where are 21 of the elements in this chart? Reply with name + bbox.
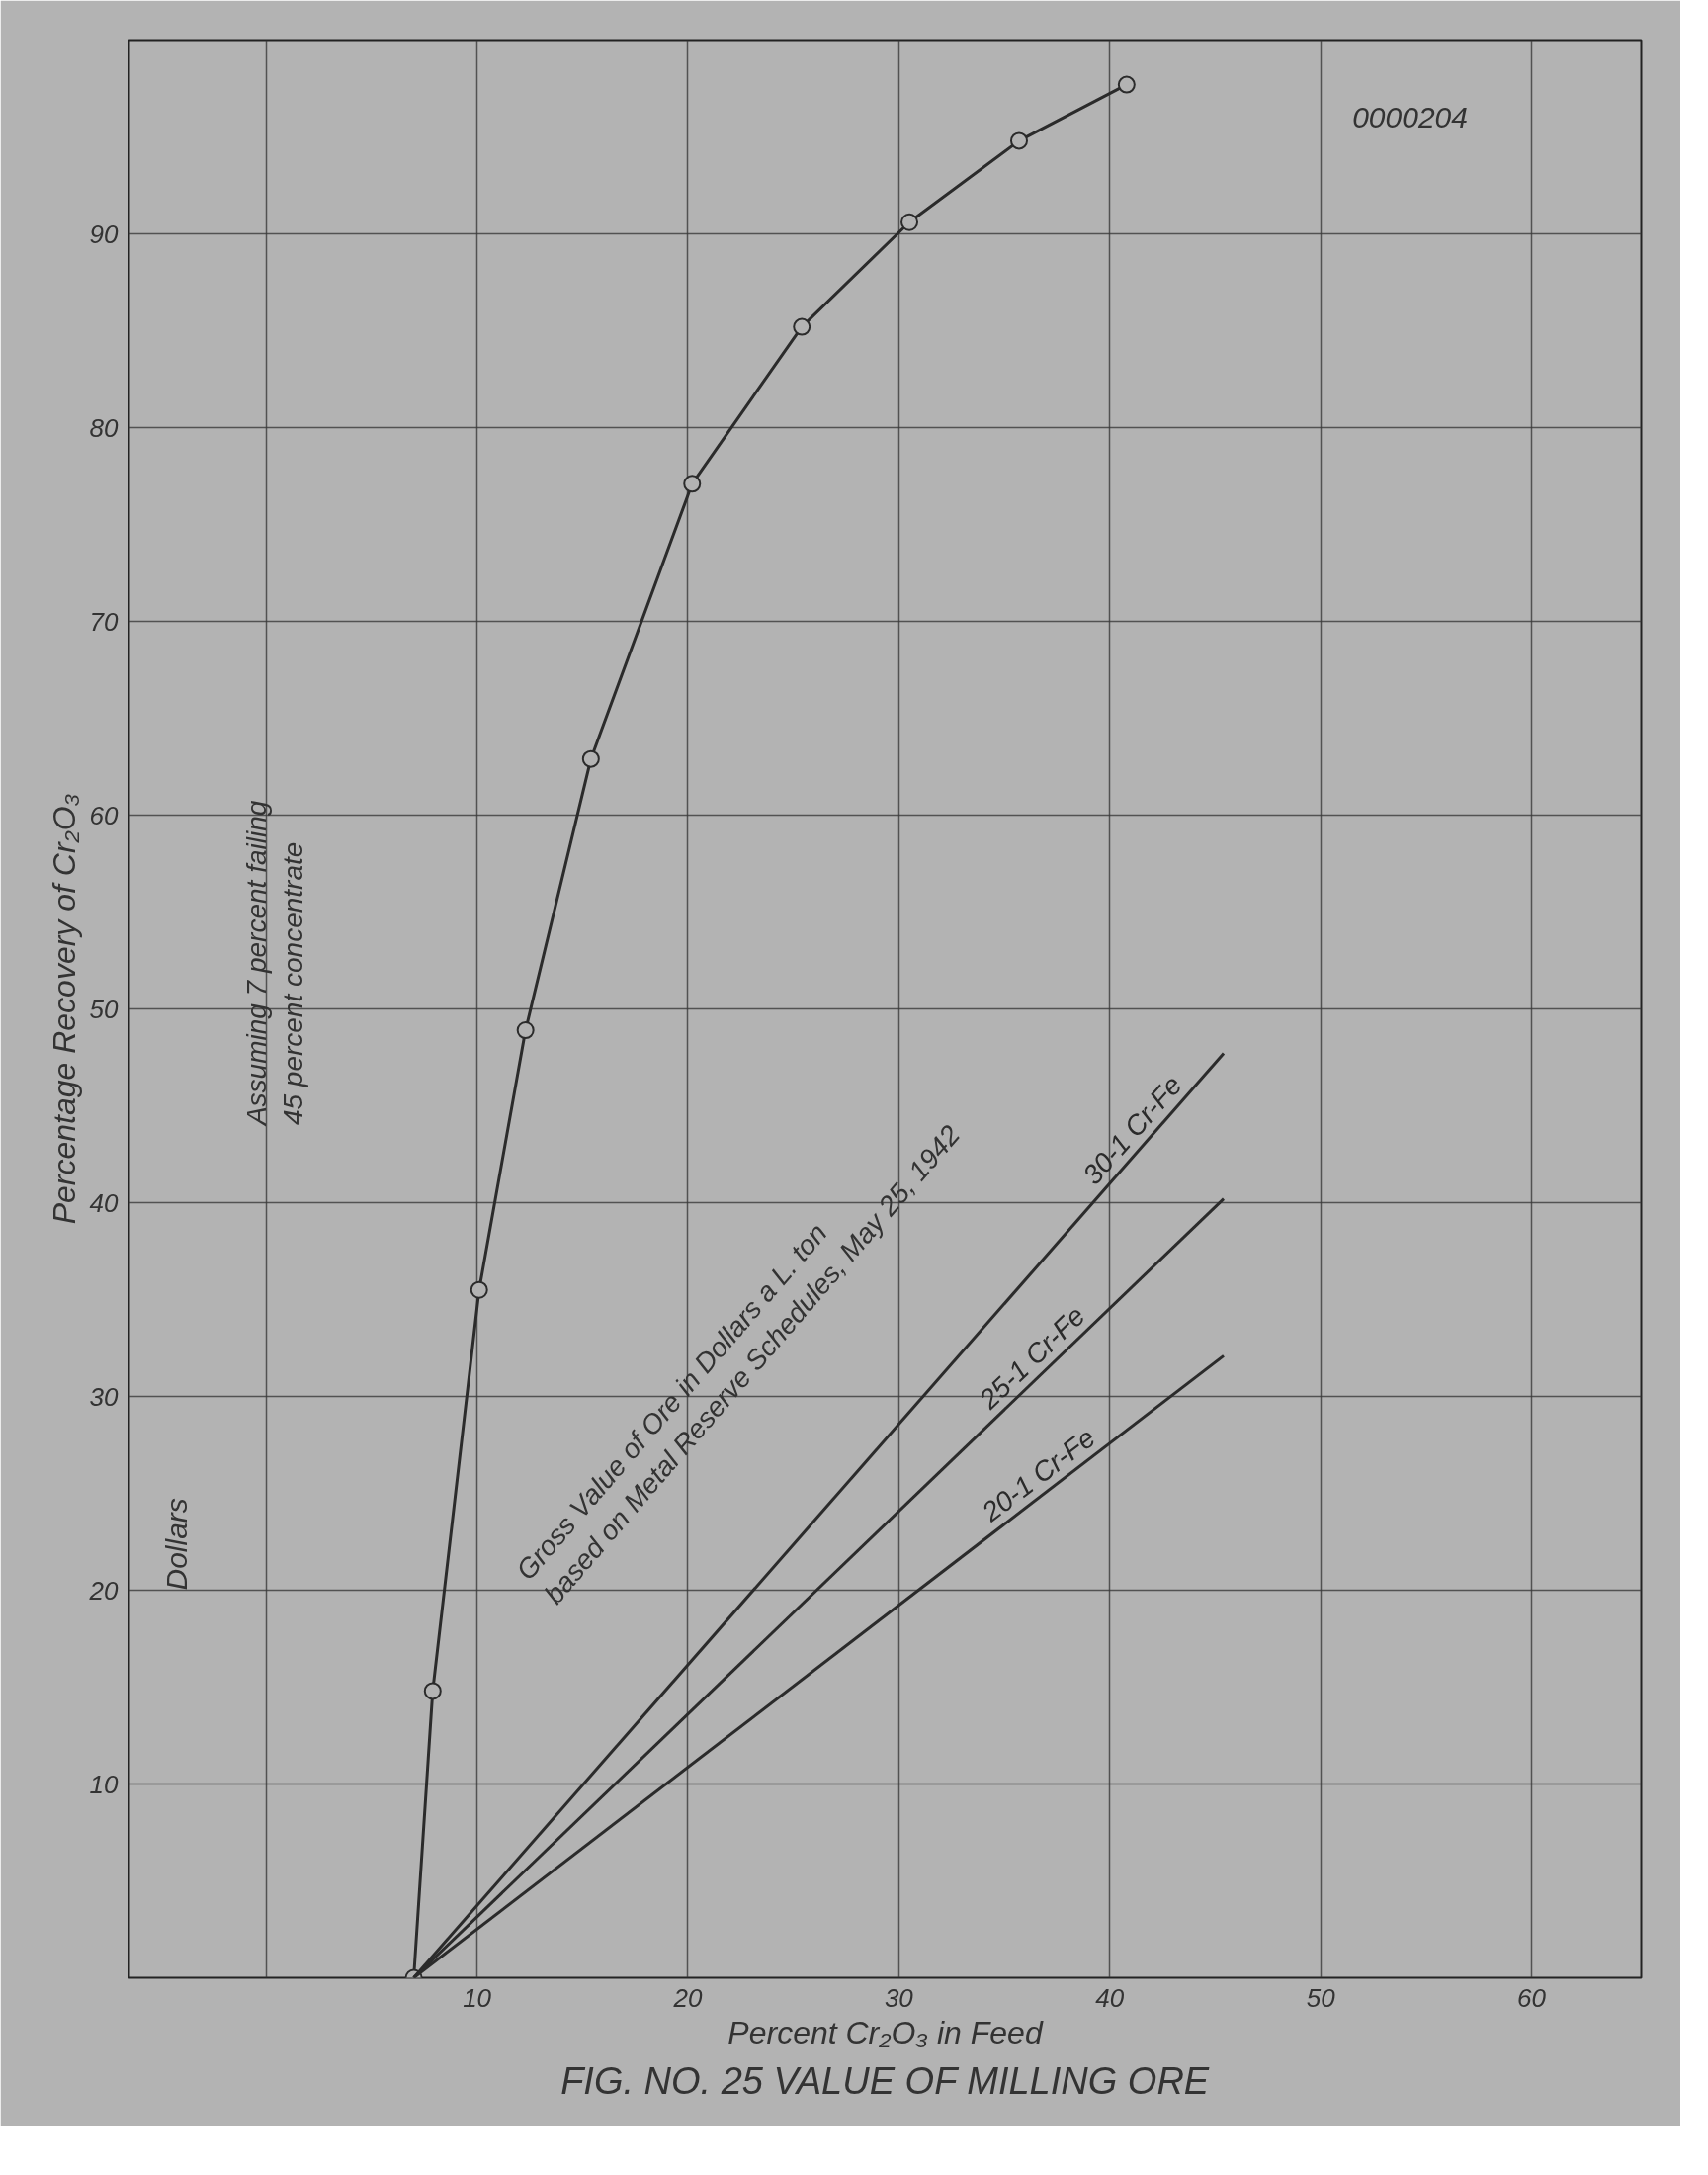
y-tick-label: 50 <box>89 994 120 1024</box>
y-tick-label: 70 <box>89 606 120 637</box>
text: FIG. NO. 25 VALUE OF MILLING ORE <box>560 2059 1210 2102</box>
x-tick-label: 20 <box>672 1982 703 2013</box>
x-tick-label: 10 <box>463 1982 492 2013</box>
y-tick-label: 10 <box>89 1769 120 1799</box>
annotation: Assuming 7 percent failing 45 percent concentrate <box>240 800 308 1128</box>
annotation: 0000204 <box>1352 100 1468 133</box>
x-axis-title: Percent Cr₂O₃ in Feed <box>727 2014 1044 2050</box>
x-tick-label: 30 <box>884 1982 914 2013</box>
x-tick-label: 60 <box>1517 1982 1547 2013</box>
y-tick-label: 40 <box>89 1187 120 1218</box>
y-tick-label: 30 <box>89 1381 120 1412</box>
x-tick-label: 50 <box>1306 1982 1336 2013</box>
y-tick-label: 20 <box>88 1575 120 1606</box>
y-tick-label: 80 <box>89 412 120 443</box>
y-axis-title: Percentage Recovery of Cr₂O₃ <box>45 793 82 1225</box>
x-tick-label: 40 <box>1095 1982 1125 2013</box>
annotation: Dollars <box>159 1498 193 1591</box>
y-tick-label: 90 <box>89 218 120 249</box>
y-tick-label: 60 <box>89 800 120 830</box>
